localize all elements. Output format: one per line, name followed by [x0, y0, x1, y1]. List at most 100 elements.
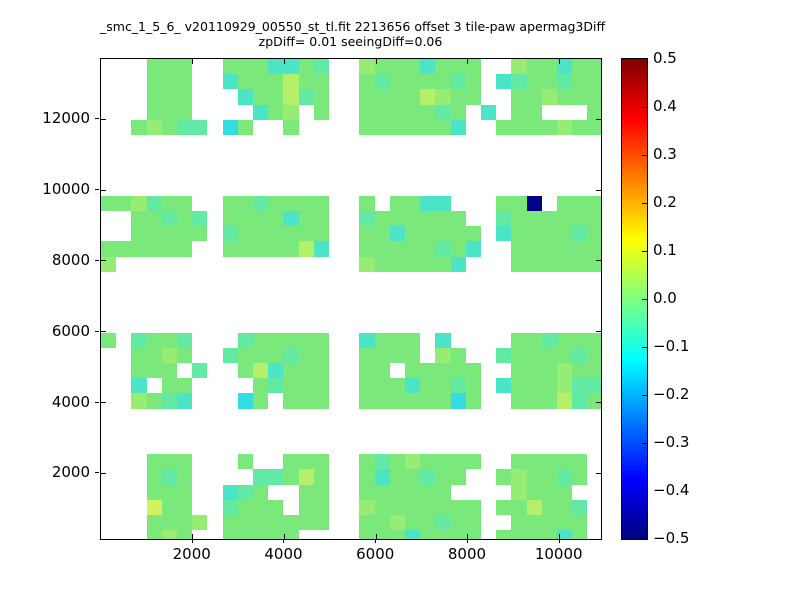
heatmap-cell: [268, 195, 284, 211]
heatmap-cell: [374, 226, 390, 242]
heatmap-cell: [222, 59, 238, 75]
heatmap-cell: [313, 515, 329, 531]
heatmap-cell: [557, 378, 573, 394]
heatmap-cell: [283, 74, 299, 90]
heatmap-cell: [177, 74, 193, 90]
heatmap-cell: [222, 530, 238, 539]
heatmap-cell: [298, 332, 314, 348]
heatmap-cell: [389, 332, 405, 348]
heatmap-cell: [161, 484, 177, 500]
heatmap-cell: [161, 469, 177, 485]
heatmap-cell: [268, 378, 284, 394]
heatmap-cell: [587, 226, 601, 242]
heatmap-cell: [420, 454, 436, 470]
x-tick-mark: [467, 534, 469, 539]
heatmap-cell: [237, 484, 253, 500]
heatmap-cell: [389, 499, 405, 515]
heatmap-cell: [389, 195, 405, 211]
heatmap-cell: [405, 119, 421, 135]
heatmap-cell: [572, 393, 588, 409]
heatmap-cell: [450, 363, 466, 379]
x-tick-label: 8000: [447, 545, 487, 563]
chart-title-line1: _smc_1_5_6_ v20110929_00550_st_tl.fit 22…: [100, 19, 606, 34]
heatmap-cell: [359, 515, 375, 531]
heatmap-cell: [268, 211, 284, 227]
y-tick-mark: [101, 189, 106, 191]
heatmap-cell: [435, 393, 451, 409]
colorbar-tick-label: 0.5: [653, 49, 677, 67]
heatmap-cell: [222, 347, 238, 363]
heatmap-cell: [572, 469, 588, 485]
heatmap-cell: [405, 393, 421, 409]
heatmap-cell: [313, 59, 329, 75]
heatmap-cell: [313, 378, 329, 394]
heatmap-cell: [511, 211, 527, 227]
heatmap-cell: [450, 378, 466, 394]
heatmap-cell: [283, 104, 299, 120]
heatmap-cell: [359, 363, 375, 379]
heatmap-cell: [557, 347, 573, 363]
heatmap-cell: [131, 332, 147, 348]
heatmap-cell: [298, 363, 314, 379]
y-tick-label: 8000: [51, 250, 90, 269]
heatmap-cell: [359, 195, 375, 211]
heatmap-cell: [161, 378, 177, 394]
heatmap-cell: [298, 89, 314, 105]
heatmap-cell: [146, 347, 162, 363]
x-tick-mark: [283, 59, 285, 64]
heatmap-cell: [405, 89, 421, 105]
heatmap-cell: [511, 454, 527, 470]
heatmap-cell: [253, 378, 269, 394]
heatmap-cell: [587, 241, 601, 257]
heatmap-cell: [253, 74, 269, 90]
heatmap-cell: [541, 499, 557, 515]
heatmap-cell: [146, 499, 162, 515]
heatmap-cell: [496, 499, 512, 515]
heatmap-cell: [389, 59, 405, 75]
heatmap-cell: [405, 332, 421, 348]
heatmap-cell: [541, 241, 557, 257]
heatmap-cell: [526, 89, 542, 105]
heatmap-cell: [435, 484, 451, 500]
heatmap-cell: [526, 59, 542, 75]
heatmap-cell: [572, 256, 588, 272]
heatmap-cell: [237, 226, 253, 242]
heatmap-cell: [435, 241, 451, 257]
heatmap-cell: [541, 59, 557, 75]
y-tick-mark: [101, 331, 106, 333]
heatmap-cell: [313, 332, 329, 348]
y-tick-label: 12000: [42, 109, 90, 128]
heatmap-cell: [526, 119, 542, 135]
heatmap-cell: [511, 484, 527, 500]
heatmap-cell: [541, 484, 557, 500]
heatmap-cell: [450, 89, 466, 105]
heatmap-cell: [557, 484, 573, 500]
heatmap-cell: [511, 378, 527, 394]
heatmap-cell: [146, 89, 162, 105]
heatmap-cell: [405, 530, 421, 539]
heatmap-cell: [405, 515, 421, 531]
y-tick-mark: [95, 472, 99, 474]
heatmap-cell: [557, 241, 573, 257]
x-tick-mark: [466, 539, 468, 543]
heatmap-cell: [283, 515, 299, 531]
heatmap-cell: [283, 89, 299, 105]
heatmap-cell: [557, 530, 573, 539]
heatmap-cell: [146, 454, 162, 470]
heatmap-cell: [283, 195, 299, 211]
heatmap-cell: [298, 469, 314, 485]
heatmap-cell: [222, 484, 238, 500]
heatmap-cell: [572, 454, 588, 470]
heatmap-cell: [511, 469, 527, 485]
heatmap-cell: [526, 363, 542, 379]
heatmap-cell: [572, 74, 588, 90]
y-tick-mark: [596, 402, 601, 404]
heatmap-cell: [253, 499, 269, 515]
heatmap-cell: [313, 211, 329, 227]
heatmap-cell: [420, 484, 436, 500]
heatmap-cell: [526, 104, 542, 120]
colorbar-tick-mark: [642, 250, 647, 252]
y-tick-mark: [95, 330, 99, 332]
heatmap-cell: [511, 119, 527, 135]
heatmap-cell: [283, 347, 299, 363]
